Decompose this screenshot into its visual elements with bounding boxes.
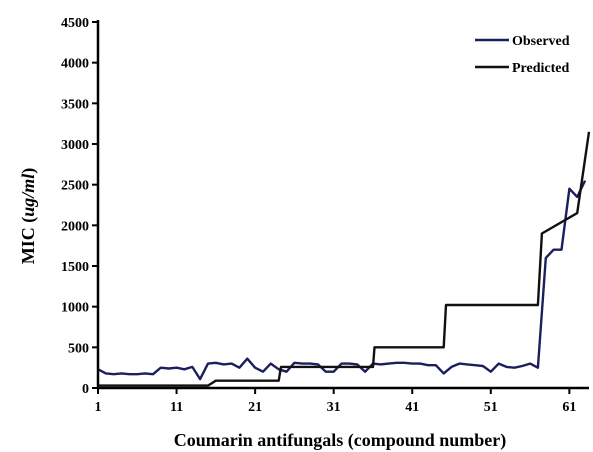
y-axis-title-suffix: ) bbox=[18, 168, 39, 174]
series-line-predicted bbox=[98, 131, 591, 387]
y-axis-title-prefix: MIC ( bbox=[18, 217, 39, 265]
y-tick-label: 1000 bbox=[61, 301, 89, 316]
legend: Observed Predicted bbox=[475, 34, 570, 76]
y-tick-label: 3500 bbox=[61, 97, 89, 112]
x-tick-label: 41 bbox=[405, 400, 419, 415]
x-tick-label: 21 bbox=[248, 400, 262, 415]
y-tick-label: 2500 bbox=[61, 179, 89, 194]
y-axis-title: MIC (ug/ml) bbox=[18, 168, 39, 265]
y-tick-label: 4500 bbox=[61, 16, 89, 31]
y-tick-label: 2000 bbox=[61, 219, 89, 234]
legend-label-observed: Observed bbox=[512, 34, 570, 49]
series-lines bbox=[97, 131, 591, 387]
series-line-observed bbox=[97, 180, 587, 381]
x-tick-label: 1 bbox=[95, 400, 102, 415]
y-axis-title-unit: ug/ml bbox=[18, 174, 38, 217]
x-tick-label: 51 bbox=[484, 400, 498, 415]
y-axis-ticks: 0 500 1000 1500 2000 2500 3000 3500 4000 4500 bbox=[61, 16, 98, 397]
x-axis-title: Coumarin antifungals (compound number) bbox=[174, 430, 507, 451]
x-axis-ticks: 1 11 21 31 41 51 61 bbox=[95, 388, 576, 415]
y-tick-label: 4000 bbox=[61, 57, 89, 72]
y-tick-label: 500 bbox=[68, 341, 89, 356]
x-tick-label: 11 bbox=[170, 400, 183, 415]
x-tick-label: 31 bbox=[327, 400, 341, 415]
y-tick-label: 3000 bbox=[61, 138, 89, 153]
legend-label-predicted: Predicted bbox=[512, 61, 569, 76]
y-tick-label: 1500 bbox=[61, 260, 89, 275]
x-tick-label: 61 bbox=[562, 400, 576, 415]
y-tick-label: 0 bbox=[82, 382, 89, 397]
